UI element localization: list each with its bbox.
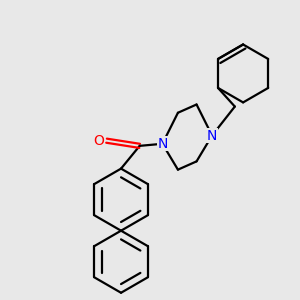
Text: N: N (157, 137, 168, 151)
Text: O: O (93, 134, 104, 148)
Text: N: N (207, 128, 217, 142)
